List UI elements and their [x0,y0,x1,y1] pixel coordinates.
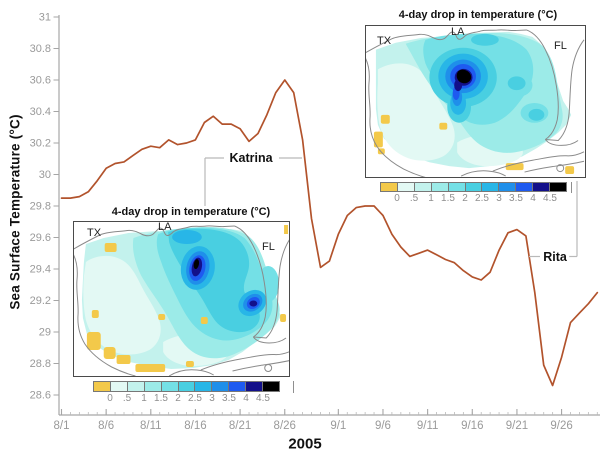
colorbar-tick-label: .5 [409,193,419,204]
colorbar-segment [211,382,229,391]
y-tick-label: 29.6 [30,232,51,244]
colorbar-tick-label: 3 [209,393,215,404]
colorbar-segment [464,183,482,191]
rita-cooling-field [375,31,572,169]
x-tick-label: 8/1 [54,420,70,432]
colorbar-segment [160,382,178,391]
colorbar-segment [430,183,448,191]
y-axis-title: Sea Surface Temperature (°C) [7,114,23,310]
inset-katrina-title: 4-day drop in temperature (°C) [111,206,271,218]
x-tick-label: 8/6 [98,420,114,432]
colorbar-tick-label: 0 [107,393,113,404]
colorbar-tick-label: 4.5 [256,393,270,404]
inset-rita-title: 4-day drop in temperature (°C) [398,9,558,21]
colorbar-tick-label: .5 [122,393,132,404]
colorbar-tick-label: 1.5 [441,193,455,204]
label-la: LA [451,26,465,38]
colorbar-tick-label: 2.5 [475,193,489,204]
annotation-rita: Rita [541,250,569,264]
colorbar-segment [413,183,431,191]
x-tick-label: 8/21 [229,420,251,432]
colorbar-segment [262,382,279,391]
rita-colorbar-endcap [571,182,572,193]
inset-katrina-colorbar [93,381,280,392]
colorbar-tick-label: 1 [141,393,147,404]
colorbar-tick-label: 1.5 [154,393,168,404]
colorbar-tick-label: 2 [175,393,181,404]
annotation-katrina: Katrina [227,151,275,165]
colorbar-segment [447,183,465,191]
x-tick-label: 8/16 [184,420,206,432]
colorbar-tick-label: 3 [496,193,502,204]
label-tx: TX [87,227,102,239]
inset-rita-colorbar [380,182,567,192]
y-tick-label: 28.6 [30,390,51,402]
y-tick-label: 29.2 [30,295,51,307]
colorbar-segment [143,382,161,391]
colorbar-segment [228,382,246,391]
colorbar-tick-label: 1 [428,193,434,204]
colorbar-tick-label: 3.5 [509,193,523,204]
label-tx: TX [377,35,392,47]
katrina-warming-patches [86,225,289,372]
colorbar-tick-label: 2 [462,193,468,204]
rita-colorbar-labels: 0 .5 1 1.5 2 2.5 3 3.5 4 4.5 [380,193,567,205]
y-tick-label: 30.8 [30,43,51,55]
x-tick-label: 9/6 [375,420,391,432]
x-tick-label: 9/16 [461,420,483,432]
colorbar-tick-label: 4 [243,393,249,404]
colorbar-tick-label: 0 [394,193,400,204]
katrina-drop-map [74,225,289,376]
y-tick-label: 30.2 [30,138,51,150]
x-tick-label: 8/11 [140,420,162,432]
y-tick-label: 29.4 [30,264,51,276]
sst-line [60,79,599,387]
x-tick-label: 9/11 [417,420,439,432]
colorbar-tick-label: 3.5 [222,393,236,404]
colorbar-segment [381,183,397,191]
x-tick-label: 9/1 [330,420,346,432]
colorbar-segment [532,183,550,191]
colorbar-segment [94,382,110,391]
katrina-colorbar-labels: 0 .5 1 1.5 2 2.5 3 3.5 4 4.5 [93,393,280,405]
colorbar-segment [245,382,263,391]
y-tick-label: 29 [39,327,51,339]
x-tick-label: 9/21 [506,420,528,432]
inset-katrina-map: TX LA FL [73,221,290,377]
inset-rita-map: TX LA FL [365,25,586,178]
rita-drop-map [366,29,585,177]
katrina-cooling-field [81,226,282,369]
y-tick-label: 30.4 [30,106,51,118]
gulf-coastline [74,225,289,376]
x-tick-label: 8/26 [274,420,296,432]
y-tick-label: 31 [39,12,51,24]
colorbar-segment [126,382,144,391]
colorbar-segment [549,183,566,191]
colorbar-segment [498,183,516,191]
colorbar-tick-label: 2.5 [188,393,202,404]
colorbar-segment [109,382,127,391]
gulf-coastline [366,29,585,177]
colorbar-segment [481,183,499,191]
colorbar-segment [396,183,414,191]
y-tick-label: 30.6 [30,75,51,87]
y-tick-label: 28.8 [30,358,51,370]
colorbar-tick-label: 4.5 [543,193,557,204]
label-fl: FL [554,40,567,52]
label-la: LA [158,221,172,233]
label-fl: FL [262,241,275,253]
x-tick-label: 9/26 [550,420,572,432]
katrina-colorbar-endcap [293,381,294,393]
colorbar-segment [515,183,533,191]
colorbar-tick-label: 4 [530,193,536,204]
colorbar-segment [194,382,212,391]
y-tick-label: 29.8 [30,201,51,213]
x-axis-title: 2005 [288,435,322,453]
colorbar-segment [177,382,195,391]
y-tick-label: 30 [39,169,51,181]
